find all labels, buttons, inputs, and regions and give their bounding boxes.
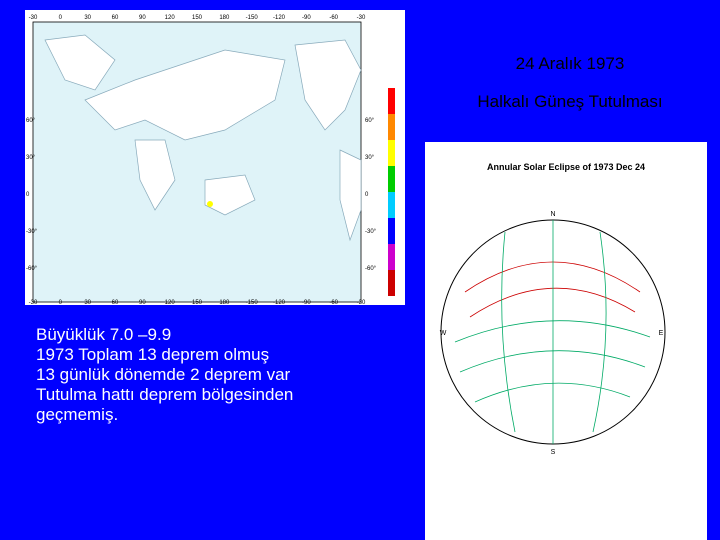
lat-label: 60°	[365, 118, 375, 124]
lon-label: -90	[302, 15, 311, 21]
lat-label: -60°	[365, 266, 377, 272]
lon-label: 0	[59, 300, 63, 305]
lat-label: -60°	[26, 266, 38, 272]
lat-label: 0	[365, 192, 369, 198]
lon-label: 120	[165, 15, 176, 21]
body-line: geçmemiş.	[36, 405, 119, 424]
lon-label: 180	[219, 15, 230, 21]
color-bar	[388, 88, 395, 114]
lon-label: -60	[329, 15, 338, 21]
compass-label: S	[551, 449, 556, 456]
lat-label: 30°	[26, 155, 36, 161]
color-bar	[388, 218, 395, 244]
lon-label: 30	[84, 15, 91, 21]
lon-label: 30	[84, 300, 91, 305]
body-text: Büyüklük 7.0 –9.9 1973 Toplam 13 deprem o…	[36, 325, 293, 425]
lat-label: -30°	[26, 229, 38, 235]
lat-label: 30°	[365, 155, 375, 161]
lon-label: 90	[139, 300, 146, 305]
color-bar	[388, 192, 395, 218]
lon-label: 120	[165, 300, 176, 305]
lon-label: 150	[192, 15, 203, 21]
lon-label: -30	[357, 300, 366, 305]
world-map: -30 -30 0 0 30 30 60 60 90 90 120 120 150 150 180 180 -1…	[25, 10, 405, 305]
body-line: Büyüklük 7.0 –9.9	[36, 325, 172, 344]
color-bar	[388, 270, 395, 296]
lat-label: 60°	[26, 118, 36, 124]
lon-label: 60	[112, 15, 119, 21]
body-line: Tutulma hattı deprem bölgesinden	[36, 385, 294, 404]
compass-label: W	[440, 330, 447, 337]
color-bar	[388, 140, 395, 166]
lon-label: -30	[29, 15, 38, 21]
lat-label: 0	[26, 192, 30, 198]
lon-label: -120	[273, 15, 286, 21]
color-bar	[388, 114, 395, 140]
compass-label: N	[550, 211, 555, 218]
eclipse-figure: Annular Solar Eclipse of 1973 Dec 24 N W…	[425, 142, 707, 540]
lon-label: -150	[246, 300, 259, 305]
slide-subtitle: Halkalı Güneş Tutulması	[477, 92, 663, 111]
figure-title: Annular Solar Eclipse of 1973 Dec 24	[487, 162, 645, 172]
lat-label: -30°	[365, 229, 377, 235]
slide-title: 24 Aralık 1973	[515, 54, 625, 73]
body-line: 1973 Toplam 13 deprem olmuş	[36, 345, 270, 364]
lon-label: 90	[139, 15, 146, 21]
color-bar	[388, 244, 395, 270]
lon-label: -60	[329, 300, 338, 305]
compass-label: E	[659, 330, 664, 337]
body-line: 13 günlük dönemde 2 deprem var	[36, 365, 291, 384]
color-bar	[388, 166, 395, 192]
lon-label: -120	[273, 300, 286, 305]
lon-label: -30	[357, 15, 366, 21]
lon-label: 150	[192, 300, 203, 305]
lon-label: -150	[246, 15, 259, 21]
lon-label: -30	[29, 300, 38, 305]
lon-label: 180	[219, 300, 230, 305]
lon-label: 60	[112, 300, 119, 305]
lon-label: -90	[302, 300, 311, 305]
lon-label: 0	[59, 15, 63, 21]
